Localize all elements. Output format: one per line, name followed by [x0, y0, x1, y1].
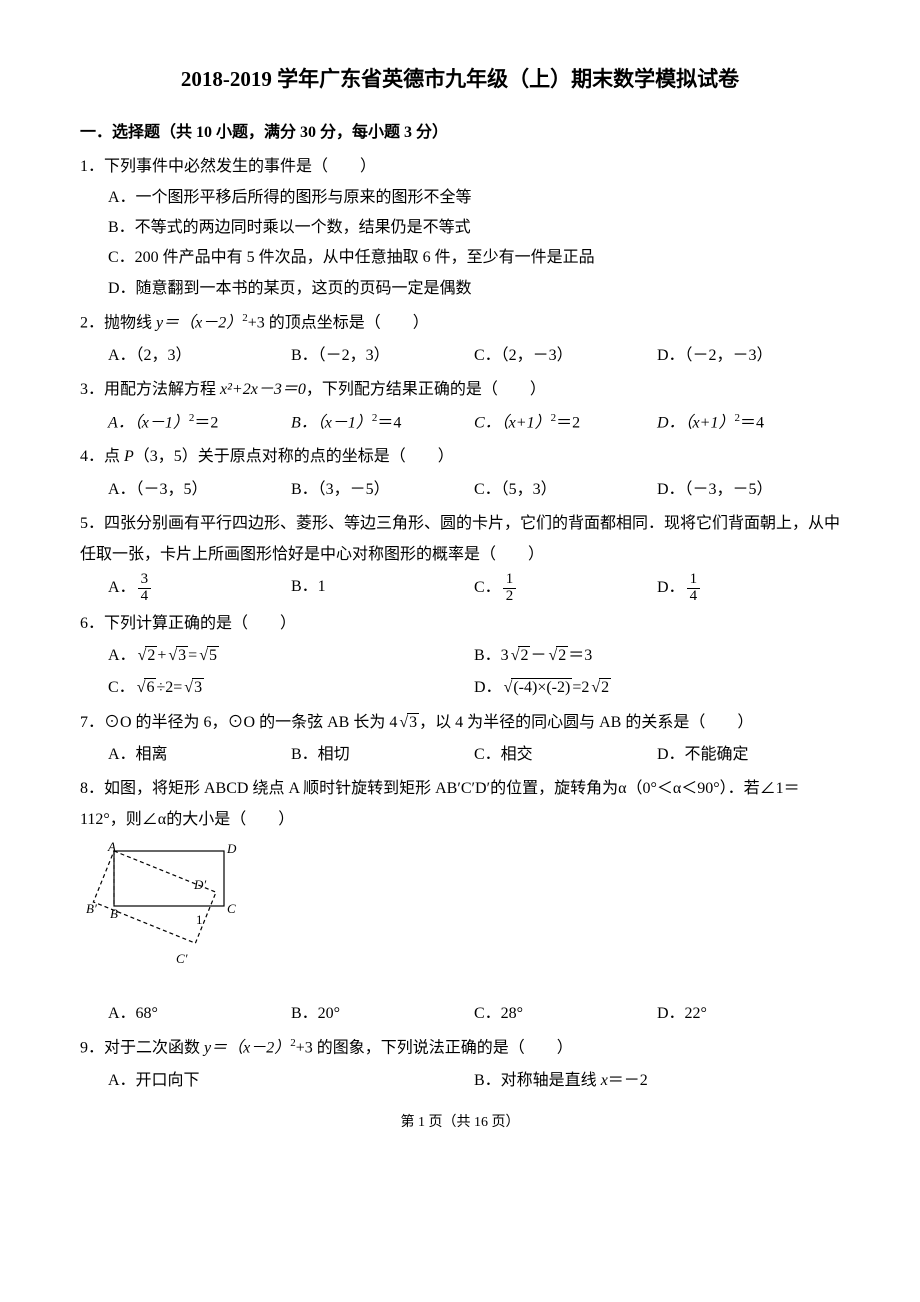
section-heading: 一．选择题（共 10 小题，满分 30 分，每小题 3 分）: [80, 118, 840, 148]
question-4: 4．点 P（3，5）关于原点对称的点的坐标是（ ） A．（－3，5） B．（3，…: [80, 442, 840, 505]
q4-opt-d: D．（－3，－5）: [657, 475, 840, 505]
q8-opt-b: B．20°: [291, 999, 474, 1029]
q2-expr: y＝（x－2）: [156, 315, 242, 332]
q6-opt-d: D．(-4)×(-2)=22: [474, 673, 840, 703]
svg-text:1: 1: [196, 912, 203, 927]
q1-opt-a: A．一个图形平移后所得的图形与原来的图形不全等: [80, 183, 840, 213]
q2-opt-a: A．（2，3）: [108, 341, 291, 371]
q2-opt-c: C．（2，－3）: [474, 341, 657, 371]
q7-opt-b: B．相切: [291, 740, 474, 770]
q9-stem-post: +3 的图象，下列说法正确的是（ ）: [296, 1039, 573, 1056]
q6-opt-b: B．32－2＝3: [474, 641, 840, 671]
question-1: 1．下列事件中必然发生的事件是（ ） A．一个图形平移后所得的图形与原来的图形不…: [80, 152, 840, 304]
question-2: 2．抛物线 y＝（x－2）2+3 的顶点坐标是（ ） A．（2，3） B．（－2…: [80, 308, 840, 371]
q2-stem-pre: 2．抛物线: [80, 315, 156, 332]
q5-stem: 5．四张分别画有平行四边形、菱形、等边三角形、圆的卡片，它们的背面都相同．现将它…: [80, 509, 840, 570]
svg-text:A: A: [107, 841, 116, 854]
q3-expr: x²+2x－3＝0: [220, 381, 306, 398]
question-7: 7．⊙O 的半径为 6，⊙O 的一条弦 AB 长为 43，以 4 为半径的同心圆…: [80, 708, 840, 771]
q3-stem-pre: 3．用配方法解方程: [80, 381, 220, 398]
q1-opt-d: D．随意翻到一本书的某页，这页的页码一定是偶数: [80, 274, 840, 304]
q8-stem: 8．如图，将矩形 ABCD 绕点 A 顺时针旋转到矩形 AB′C′D′的位置，旋…: [80, 774, 840, 835]
q6-opt-c: C．6÷2=3: [108, 673, 474, 703]
q5-opt-b: B．1: [291, 572, 474, 605]
q1-opt-b: B．不等式的两边同时乘以一个数，结果仍是不等式: [80, 213, 840, 243]
question-8: 8．如图，将矩形 ABCD 绕点 A 顺时针旋转到矩形 AB′C′D′的位置，旋…: [80, 774, 840, 1029]
q8-opt-c: C．28°: [474, 999, 657, 1029]
q5-opt-d: D．14: [657, 572, 840, 605]
q2-stem-post: +3 的顶点坐标是（ ）: [248, 315, 429, 332]
q8-opt-a: A．68°: [108, 999, 291, 1029]
q3-stem-post: ，下列配方结果正确的是（ ）: [306, 381, 546, 398]
svg-text:C′: C′: [176, 951, 188, 966]
q4-opt-b: B．（3，－5）: [291, 475, 474, 505]
q6-stem: 6．下列计算正确的是（ ）: [80, 609, 840, 639]
question-3: 3．用配方法解方程 x²+2x－3＝0，下列配方结果正确的是（ ） A．（x－1…: [80, 375, 840, 438]
q4-opt-a: A．（－3，5）: [108, 475, 291, 505]
q9-opt-a: A．开口向下: [108, 1066, 474, 1096]
q7-opt-d: D．不能确定: [657, 740, 840, 770]
q8-figure: A D B C B′ D′ C′ 1: [84, 841, 840, 992]
page-title: 2018-2019 学年广东省英德市九年级（上）期末数学模拟试卷: [80, 60, 840, 100]
svg-text:C: C: [227, 901, 236, 916]
q2-opt-b: B．（－2，3）: [291, 341, 474, 371]
q3-opt-c: C．（x+1）2＝2: [474, 408, 657, 439]
question-9: 9．对于二次函数 y＝（x－2）2+3 的图象，下列说法正确的是（ ） A．开口…: [80, 1033, 840, 1096]
q9-stem-pre: 9．对于二次函数: [80, 1039, 204, 1056]
svg-text:D: D: [226, 841, 237, 856]
question-5: 5．四张分别画有平行四边形、菱形、等边三角形、圆的卡片，它们的背面都相同．现将它…: [80, 509, 840, 604]
question-6: 6．下列计算正确的是（ ） A．2+3=5 B．32－2＝3 C．6÷2=3 D…: [80, 609, 840, 704]
q4-opt-c: C．（5，3）: [474, 475, 657, 505]
q9-expr: y＝（x－2）: [204, 1039, 290, 1056]
q3-opt-d: D．（x+1）2＝4: [657, 408, 840, 439]
q9-opt-b: B．对称轴是直线 x＝－2: [474, 1066, 840, 1096]
q5-opt-c: C．12: [474, 572, 657, 605]
q1-stem: 1．下列事件中必然发生的事件是（ ）: [80, 152, 840, 182]
page-footer: 第 1 页（共 16 页）: [80, 1110, 840, 1137]
svg-text:B: B: [110, 906, 118, 921]
q6-opt-a: A．2+3=5: [108, 641, 474, 671]
q3-opt-b: B．（x－1）2＝4: [291, 408, 474, 439]
q7-opt-c: C．相交: [474, 740, 657, 770]
q7-stem-post: ，以 4 为半径的同心圆与 AB 的关系是（ ）: [419, 714, 753, 731]
q1-opt-c: C．200 件产品中有 5 件次品，从中任意抽取 6 件，至少有一件是正品: [80, 243, 840, 273]
q7-opt-a: A．相离: [108, 740, 291, 770]
q2-opt-d: D．（－2，－3）: [657, 341, 840, 371]
q3-opt-a: A．（x－1）2＝2: [108, 408, 291, 439]
q5-opt-a: A．34: [108, 572, 291, 605]
q8-opt-d: D．22°: [657, 999, 840, 1029]
q4-stem: 4．点 P（3，5）关于原点对称的点的坐标是（ ）: [80, 442, 840, 472]
q7-stem-pre: 7．⊙O 的半径为 6，⊙O 的一条弦 AB 长为 4: [80, 714, 397, 731]
svg-text:B′: B′: [86, 901, 97, 916]
svg-text:D′: D′: [193, 877, 206, 892]
